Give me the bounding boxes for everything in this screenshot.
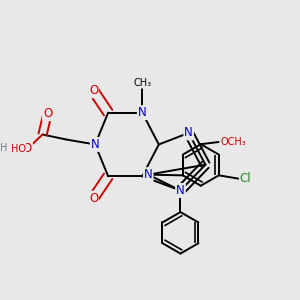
Text: N: N	[176, 184, 185, 197]
Text: H: H	[0, 142, 8, 152]
Text: O: O	[89, 192, 98, 205]
Text: OCH₃: OCH₃	[220, 137, 246, 147]
Text: Cl: Cl	[240, 172, 251, 185]
Text: N: N	[144, 168, 153, 181]
Text: O: O	[89, 84, 98, 97]
Text: O: O	[23, 142, 32, 155]
Text: O: O	[43, 107, 52, 120]
Text: N: N	[91, 138, 100, 151]
Text: N: N	[138, 106, 147, 119]
Text: CH₃: CH₃	[133, 78, 151, 88]
Text: N: N	[184, 127, 193, 140]
Text: HO: HO	[11, 144, 26, 154]
